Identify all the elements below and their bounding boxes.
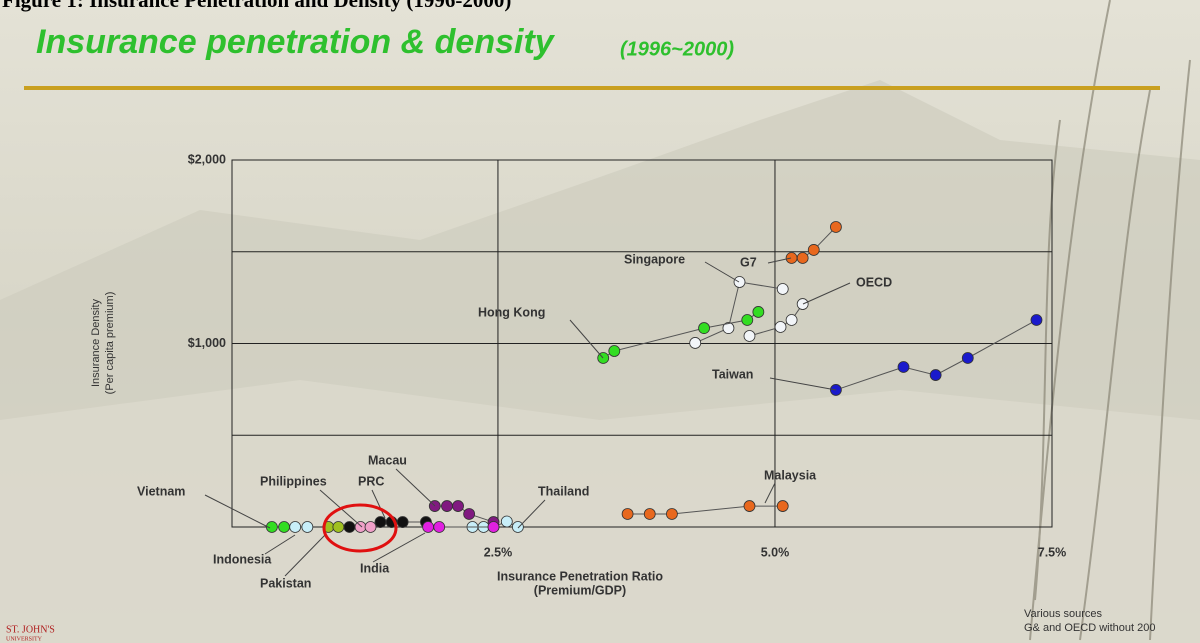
data-point (512, 522, 523, 533)
data-point (744, 330, 755, 341)
slide-title-years: (1996~2000) (620, 38, 734, 60)
data-point (786, 315, 797, 326)
data-point (397, 517, 408, 528)
data-point (488, 522, 499, 533)
data-point (441, 501, 452, 512)
data-point (355, 522, 366, 533)
data-point (333, 522, 344, 533)
data-point (344, 522, 355, 533)
series-label: Singapore (624, 252, 685, 266)
data-point (797, 252, 808, 263)
x-tick-label: 5.0% (761, 545, 790, 559)
series-label: Taiwan (712, 367, 753, 381)
series-label: India (360, 561, 390, 575)
data-point (644, 508, 655, 519)
y-axis-title: Insurance Density (90, 298, 102, 387)
data-point (690, 337, 701, 348)
data-point (699, 323, 710, 334)
source-note: G& and OECD without 200 (1024, 622, 1155, 634)
data-point (808, 244, 819, 255)
data-point (290, 522, 301, 533)
data-point (775, 321, 786, 332)
series-label: Indonesia (213, 552, 272, 566)
series-label: OECD (856, 275, 892, 289)
data-point (464, 508, 475, 519)
data-point (830, 221, 841, 232)
x-axis-title: Insurance Penetration Ratio (497, 569, 663, 583)
data-point (666, 508, 677, 519)
figure-caption: Figure 1: Insurance Penetration and Dens… (2, 0, 511, 12)
page: Figure 1: Insurance Penetration and Dens… (0, 0, 1200, 643)
data-point (279, 522, 290, 533)
logo: UNIVERSITY (6, 636, 43, 642)
series-label: Hong Kong (478, 305, 545, 319)
data-point (375, 517, 386, 528)
data-point (734, 277, 745, 288)
x-axis-title: (Premium/GDP) (534, 583, 626, 597)
data-point (501, 516, 512, 527)
y-axis-title: (Per capita premium) (104, 292, 116, 395)
series-label: Malaysia (764, 468, 817, 482)
source-note: Various sources (1024, 608, 1103, 620)
data-point (962, 352, 973, 363)
data-point (453, 501, 464, 512)
series-label: Vietnam (137, 484, 185, 498)
y-tick-label: $1,000 (188, 336, 226, 350)
series-label: G7 (740, 255, 757, 269)
data-point (898, 361, 909, 372)
slide: Figure 1: Insurance Penetration and Dens… (0, 0, 1200, 643)
data-point (753, 306, 764, 317)
data-point (786, 252, 797, 263)
data-point (423, 522, 434, 533)
data-point (365, 522, 376, 533)
series-label: Macau (368, 453, 407, 467)
x-tick-label: 2.5% (484, 545, 513, 559)
data-point (930, 370, 941, 381)
data-point (797, 299, 808, 310)
series-label: Philippines (260, 474, 327, 488)
data-point (777, 501, 788, 512)
x-tick-label: 7.5% (1038, 545, 1067, 559)
series-label: Thailand (538, 484, 589, 498)
y-tick-label: $2,000 (188, 152, 226, 166)
data-point (609, 346, 620, 357)
data-point (1031, 315, 1042, 326)
logo: ST. JOHN'S (6, 624, 55, 635)
series-label: PRC (358, 474, 384, 488)
data-point (744, 501, 755, 512)
data-point (434, 522, 445, 533)
data-point (622, 508, 633, 519)
series-label: Pakistan (260, 576, 311, 590)
slide-title: Insurance penetration & density (36, 23, 556, 61)
data-point (777, 284, 788, 295)
data-point (302, 522, 313, 533)
data-point (742, 315, 753, 326)
